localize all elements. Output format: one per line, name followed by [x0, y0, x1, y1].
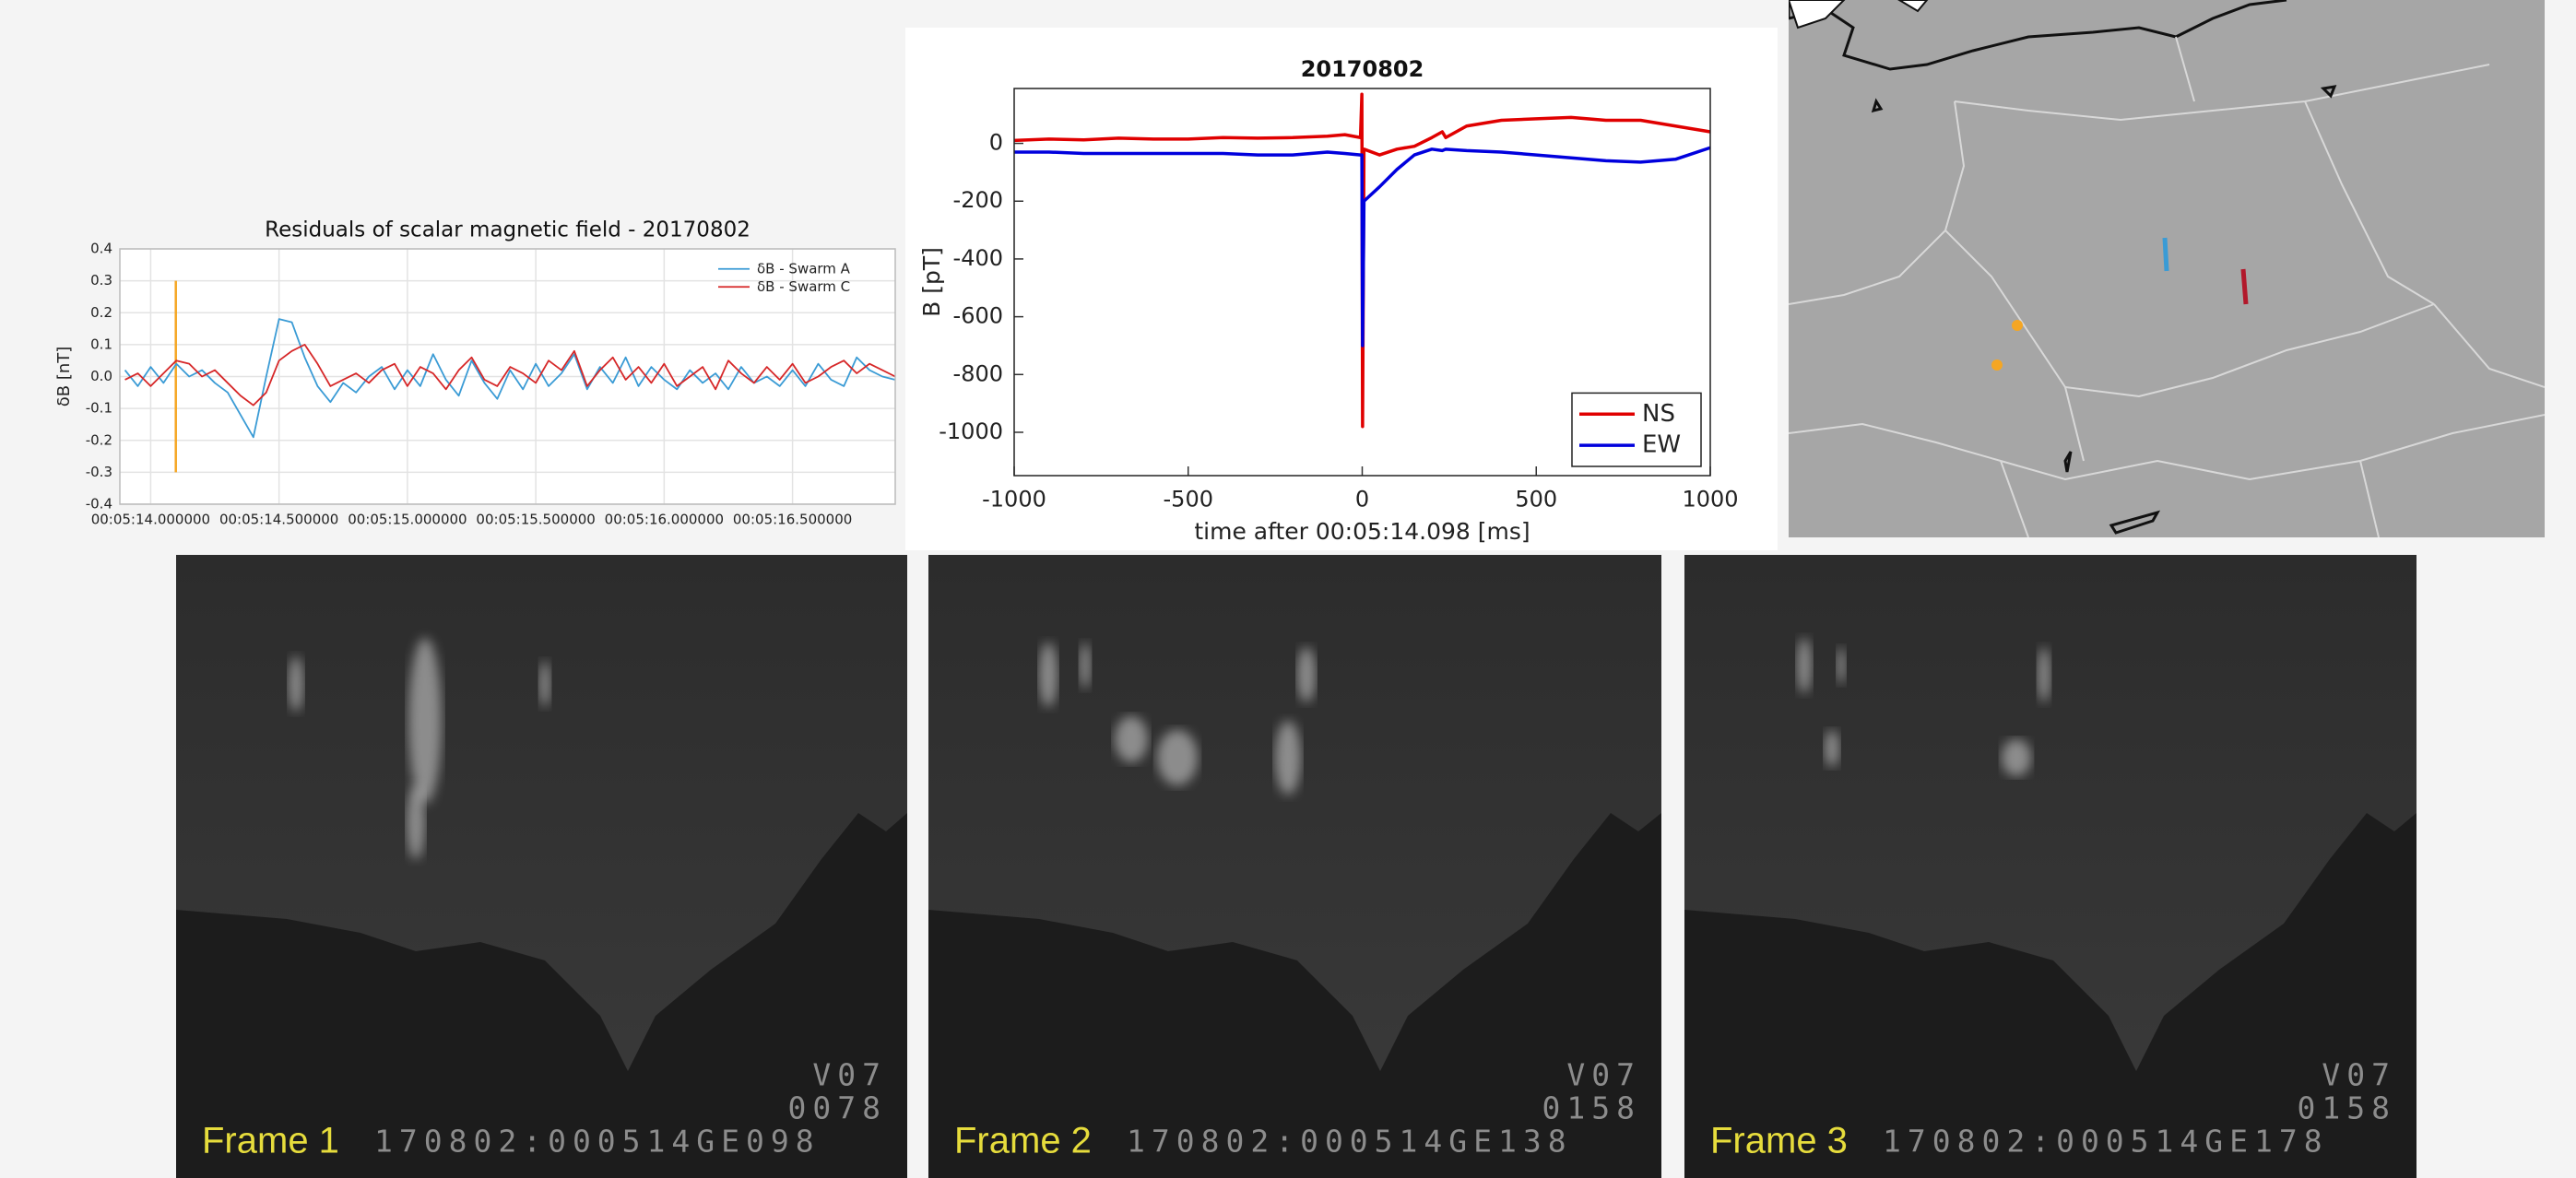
y-tick-label: 0.3: [90, 272, 112, 289]
outline: [1871, 85, 2337, 535]
frame-image: [176, 555, 907, 1178]
sprite-glow: [2002, 739, 2031, 776]
sprite-glow: [1080, 642, 1091, 689]
camera-frame: Frame 2 170802:000514GE138 V07 0158: [928, 555, 1661, 1178]
residuals-chart: -0.4 -0.3 -0.2 -0.1 0.0 0.1 0.2 0.3 0.4 00:05:14.…: [54, 218, 896, 528]
camera-frame: Frame 1 170802:000514GE098 V07 0078: [176, 555, 907, 1178]
sprite-glow: [539, 661, 550, 707]
sprite-glow: [408, 638, 442, 804]
x-tick-label: 00:05:16.000000: [605, 512, 724, 528]
map: [1789, 0, 2545, 537]
legend-label: NS: [1642, 400, 1675, 428]
frame-label: Frame 1: [202, 1121, 339, 1161]
sprite-glow: [407, 785, 425, 859]
frame-camera: V07: [1566, 1057, 1641, 1093]
y-tick-label: -0.4: [86, 496, 112, 512]
frame-camera: V07: [2322, 1057, 2396, 1093]
x-tick-label: -500: [1164, 486, 1213, 512]
frame-image: [1684, 555, 2416, 1178]
chart-title: 20170802: [1301, 56, 1424, 82]
legend-box: [1571, 392, 1702, 467]
sprite-glow: [2038, 647, 2050, 702]
sprite-glow: [1115, 716, 1148, 762]
sprite-glow: [1039, 642, 1058, 707]
y-tick-label: -0.3: [86, 464, 112, 480]
sprite-glow: [1825, 730, 1839, 767]
chart-title: Residuals of scalar magnetic field - 201…: [265, 218, 750, 242]
series-line: [1014, 146, 1711, 348]
swarm-a-track: [2162, 237, 2169, 272]
sprite-glow: [1297, 647, 1316, 702]
series-line: [124, 318, 896, 439]
series-line: [124, 343, 896, 406]
frame-camera: V07: [812, 1057, 887, 1093]
field-chart: -1000 -800 -600 -400 -200 0 -1000 -500 0 500 1000 2…: [905, 28, 1778, 550]
y-tick-label: -1000: [939, 418, 1003, 444]
treeline: [1684, 813, 2416, 1178]
y-tick-label: 0.0: [90, 368, 112, 384]
y-tick-label: -0.1: [86, 400, 112, 417]
y-tick-label: 0.1: [90, 336, 112, 352]
x-tick-label: -1000: [982, 486, 1046, 512]
y-tick-label: 0.4: [90, 241, 112, 257]
x-tick-label: 00:05:16.500000: [733, 512, 852, 528]
event-location: [1991, 359, 2003, 371]
y-axis-label: B [pT]: [918, 247, 945, 317]
y-tick-label: 0: [989, 130, 1003, 156]
frame-label: Frame 2: [954, 1121, 1092, 1161]
x-tick-label: 500: [1515, 486, 1557, 512]
plot-frame: [119, 248, 896, 505]
sprite-glow: [1157, 730, 1198, 785]
land: [1789, 0, 1929, 29]
legend-label: EW: [1642, 431, 1681, 459]
x-axis-label: time after 00:05:14.098 [ms]: [1194, 518, 1530, 545]
sprite-glow: [1837, 647, 1846, 684]
y-axis-label: δB [nT]: [54, 347, 74, 407]
frame-image: [928, 555, 1661, 1178]
x-tick-label: 00:05:15.000000: [348, 512, 467, 528]
sprite-glow: [1275, 721, 1301, 795]
x-tick-label: 00:05:14.500000: [219, 512, 338, 528]
x-tick-label: 00:05:14.000000: [91, 512, 210, 528]
frame-timestamp: 170802:000514GE098: [374, 1124, 821, 1160]
sprite-glow: [1797, 638, 1812, 693]
swarm-c-track: [2240, 268, 2249, 305]
y-tick-label: 0.2: [90, 304, 112, 321]
y-tick-label: -0.2: [86, 431, 112, 448]
y-tick-label: -800: [953, 360, 1003, 386]
frame-timestamp: 170802:000514GE138: [1127, 1124, 1573, 1160]
sprite-glow: [289, 656, 303, 712]
plot-frame: [1013, 88, 1711, 477]
border: [1789, 36, 2545, 537]
frame-counter: 0158: [2298, 1090, 2396, 1126]
frame-label: Frame 3: [1710, 1121, 1848, 1161]
frame-counter: 0078: [788, 1090, 887, 1126]
y-tick-label: -400: [953, 245, 1003, 271]
frame-timestamp: 170802:000514GE178: [1883, 1124, 2329, 1160]
legend-label: δB - Swarm A: [757, 260, 851, 277]
y-tick-label: -600: [953, 303, 1003, 329]
treeline: [928, 813, 1661, 1178]
coastline: [1789, 0, 2287, 71]
camera-frame: Frame 3 170802:000514GE178 V07 0158: [1684, 555, 2416, 1178]
x-tick-label: 00:05:15.500000: [476, 512, 595, 528]
series-line: [1013, 92, 1711, 429]
x-tick-label: 1000: [1682, 486, 1738, 512]
x-tick-label: 0: [1355, 486, 1369, 512]
frame-counter: 0158: [1542, 1090, 1641, 1126]
legend-label: δB - Swarm C: [757, 278, 850, 295]
y-tick-label: -200: [953, 187, 1003, 213]
treeline: [176, 813, 907, 1178]
event-location: [2012, 320, 2023, 331]
